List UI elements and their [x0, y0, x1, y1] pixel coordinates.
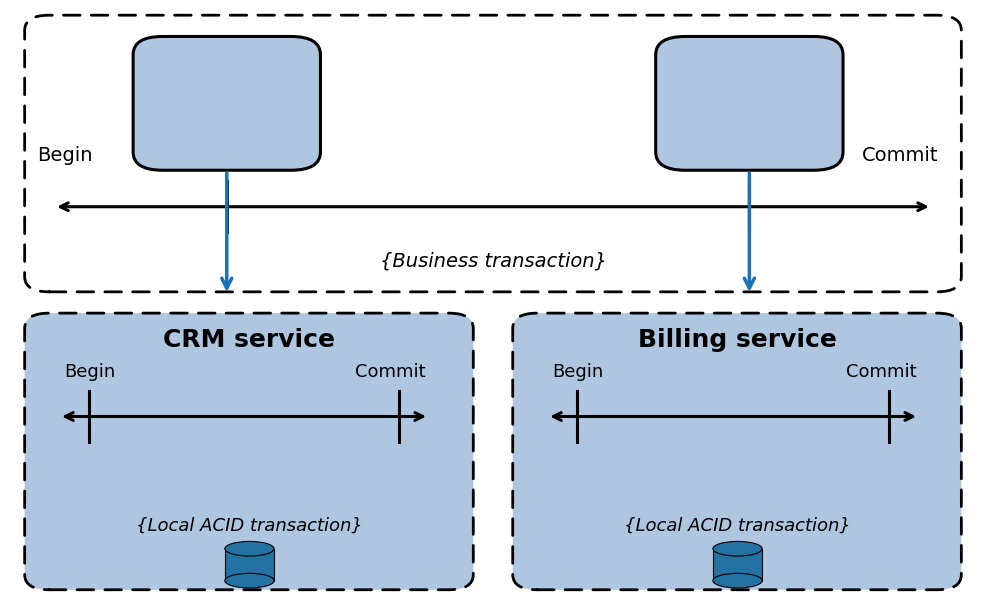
Ellipse shape: [713, 541, 762, 556]
Text: Commit: Commit: [355, 363, 426, 381]
Text: CRM service: CRM service: [163, 328, 335, 352]
Text: Commit: Commit: [862, 147, 939, 165]
Text: Billing service: Billing service: [638, 328, 836, 352]
FancyBboxPatch shape: [25, 313, 473, 590]
FancyBboxPatch shape: [133, 36, 320, 170]
Text: Enter
customer
in billing: Enter customer in billing: [683, 61, 815, 145]
Ellipse shape: [713, 573, 762, 588]
Text: Begin: Begin: [64, 363, 115, 381]
Text: Commit: Commit: [846, 363, 917, 381]
Bar: [713, 548, 762, 581]
Bar: [225, 548, 274, 581]
Text: Begin: Begin: [37, 147, 93, 165]
Ellipse shape: [225, 573, 274, 588]
Text: {Local ACID transaction}: {Local ACID transaction}: [135, 517, 363, 535]
Text: {Local ACID transaction}: {Local ACID transaction}: [623, 517, 851, 535]
Text: {Business transaction}: {Business transaction}: [380, 252, 606, 271]
FancyBboxPatch shape: [513, 313, 961, 590]
Text: Begin: Begin: [552, 363, 603, 381]
FancyBboxPatch shape: [656, 36, 843, 170]
FancyBboxPatch shape: [25, 15, 961, 292]
Ellipse shape: [225, 541, 274, 556]
Text: Enter
customer
in CRM: Enter customer in CRM: [161, 61, 293, 145]
